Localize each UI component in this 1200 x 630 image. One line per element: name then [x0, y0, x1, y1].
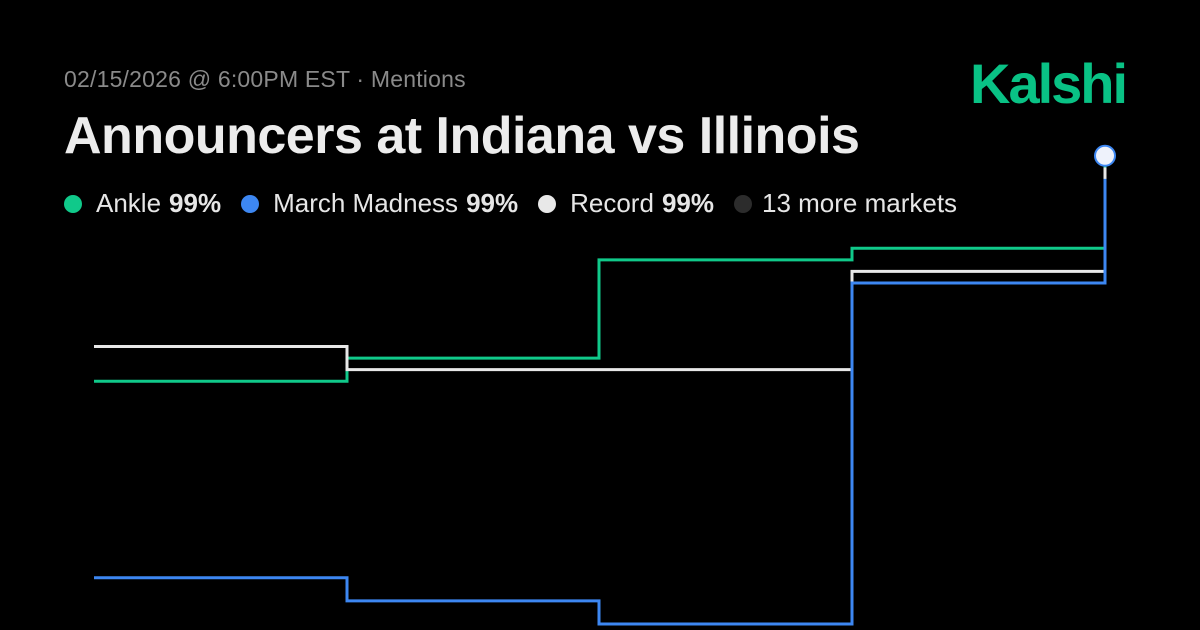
- legend-more-markets: 13 more markets: [733, 188, 958, 219]
- legend-dot: [241, 194, 260, 213]
- chart-subtitle: 02/15/2026 @ 6:00PM EST · Mentions: [64, 66, 466, 92]
- legend-dot: [538, 194, 557, 213]
- legend-item-ankle: Ankle 99%: [64, 188, 221, 219]
- series-line-ankle: [94, 155, 1107, 383]
- legend-label: Record: [570, 188, 654, 218]
- series-line-record: [94, 167, 1107, 372]
- chart-legend: Ankle 99% March Madness 99% Record 99% 13 more…: [64, 188, 977, 219]
- kalshi-logo: Kalshi: [970, 52, 1128, 115]
- legend-dot: [733, 194, 752, 213]
- legend-item-march-madness: March Madness 99%: [241, 188, 518, 219]
- last-point-marker: [1094, 144, 1116, 167]
- legend-value: 99%: [661, 188, 714, 218]
- legend-dot: [64, 194, 82, 213]
- chart-title: Announcers at Indiana vs Illinois: [64, 107, 860, 165]
- legend-more-label: 13 more markets: [761, 188, 958, 218]
- legend-value: 99%: [466, 188, 519, 218]
- legend-value: 99%: [169, 188, 222, 218]
- legend-label: March Madness: [273, 188, 459, 218]
- legend-item-record: Record 99%: [538, 188, 714, 219]
- series-line-march-madness: [94, 178, 1107, 626]
- legend-label: Ankle: [96, 188, 162, 218]
